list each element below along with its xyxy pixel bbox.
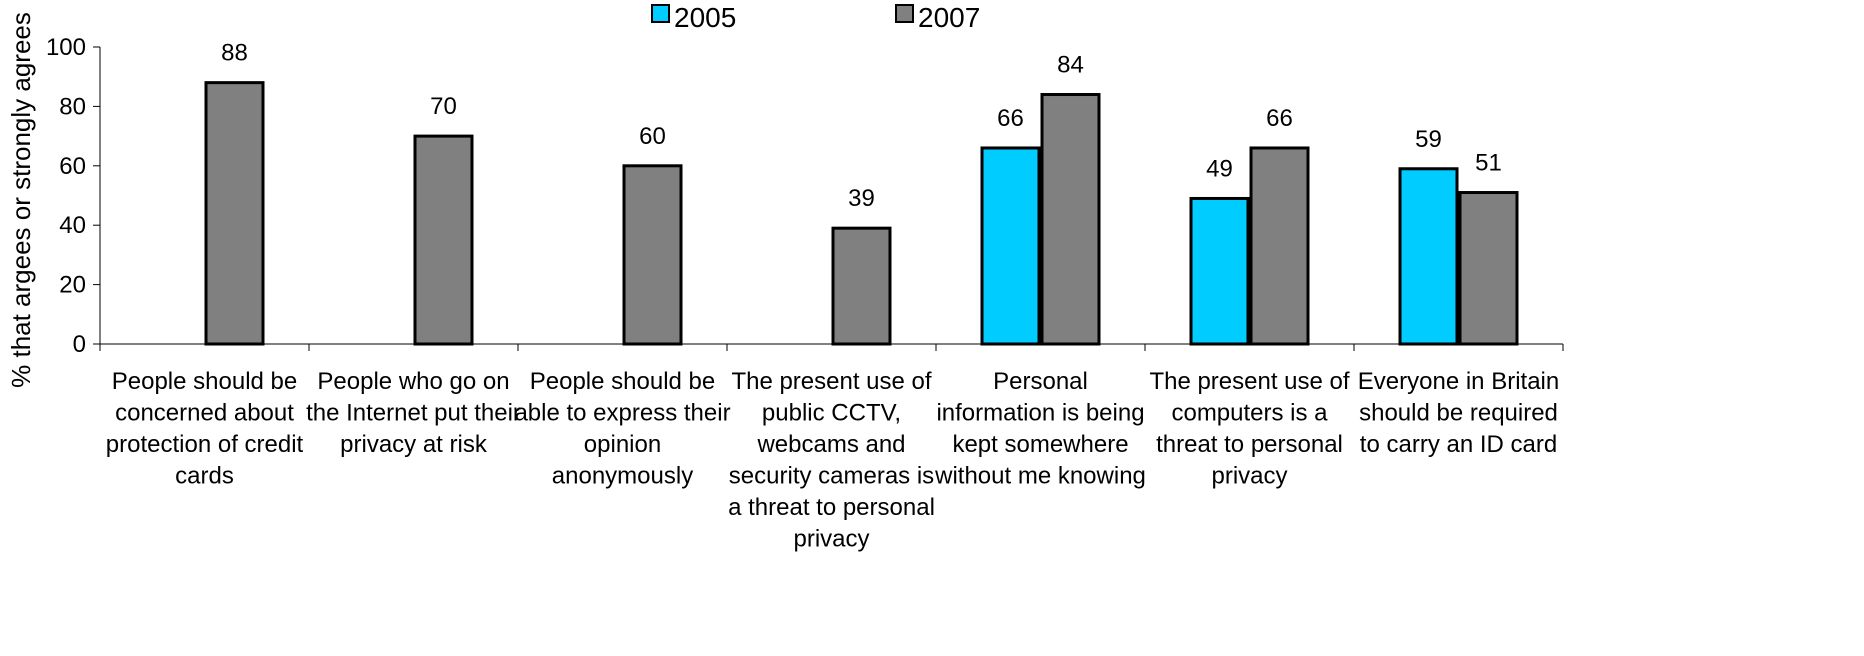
x-tick-label-line: able to express their — [514, 400, 730, 427]
x-tick-label-line: People should be — [112, 368, 297, 395]
x-tick-label-line: the Internet put their — [306, 400, 521, 427]
y-tick-label: 20 — [59, 272, 86, 299]
x-tick-label-line: threat to personal — [1156, 431, 1343, 458]
y-axis-label: % that argees or strongly agrees — [6, 12, 36, 388]
data-label: 84 — [1057, 52, 1084, 79]
x-tick-label-line: The present use of — [1149, 368, 1349, 395]
x-tick-label-line: a threat to personal — [728, 494, 935, 521]
x-tick-label-line: security cameras is — [729, 463, 934, 490]
x-tick-label-line: Personal — [993, 368, 1088, 395]
y-axis: 0 20 40 60 80 100 — [46, 34, 101, 358]
legend-swatch-2005 — [651, 4, 670, 23]
bar-2007-cat-2 — [413, 134, 474, 346]
bar-2005-cat-5 — [980, 146, 1041, 346]
x-tick-label-line: information is being — [936, 400, 1144, 427]
data-label: 51 — [1475, 150, 1502, 177]
legend-label: 2005 — [674, 2, 736, 33]
bar-2007-cat-1 — [204, 81, 265, 346]
x-tick-label-line: privacy — [793, 526, 869, 553]
bar-2007-cat-3 — [622, 164, 683, 346]
x-tick-label-line: People who go on — [317, 368, 509, 395]
x-tick-label: People should be able to express their opi… — [514, 368, 730, 490]
bar-2007-cat-7 — [1458, 191, 1519, 346]
x-tick-label: People should be concerned about protectio… — [106, 368, 304, 490]
x-tick-label-line: concerned about — [115, 400, 294, 427]
x-tick-label: The present use of computers is a threat t… — [1149, 368, 1349, 490]
x-tick-label-line: anonymously — [552, 463, 693, 490]
x-tick-label-line: The present use of — [731, 368, 931, 395]
data-label: 39 — [848, 185, 875, 212]
x-tick-labels: People should be concerned about protectio… — [106, 368, 1559, 553]
y-tick-label: 80 — [59, 93, 86, 120]
x-tick-label-line: Everyone in Britain — [1358, 368, 1559, 395]
data-label: 66 — [997, 105, 1024, 132]
y-tick-label: 60 — [59, 153, 86, 180]
y-tick-label: 100 — [46, 34, 86, 61]
x-tick-label-line: should be required — [1359, 400, 1558, 427]
legend: 2005 2007 — [651, 2, 980, 33]
x-tick-label-line: privacy at risk — [340, 431, 488, 458]
bars — [204, 81, 1519, 346]
y-tick-label: 40 — [59, 212, 86, 239]
x-tick-label-line: webcams and — [756, 431, 905, 458]
x-tick-label: Everyone in Britain should be required to … — [1358, 368, 1559, 458]
legend-swatch-2007 — [895, 4, 914, 23]
x-tick-label-line: kept somewhere — [952, 431, 1128, 458]
x-tick-label-line: cards — [175, 463, 234, 490]
bar-2005-cat-7 — [1398, 167, 1459, 346]
legend-label: 2007 — [918, 2, 980, 33]
y-tick-label: 0 — [73, 331, 86, 358]
data-label: 49 — [1206, 155, 1233, 182]
x-tick-label-line: public CCTV, — [762, 400, 901, 427]
x-tick-label: People who go on the Internet put their pr… — [306, 368, 521, 458]
x-tick-label-line: People should be — [530, 368, 715, 395]
data-labels: 88 70 60 39 66 84 49 66 59 51 — [221, 40, 1502, 213]
bar-2007-cat-4 — [831, 226, 892, 346]
data-label: 60 — [639, 123, 666, 150]
data-label: 88 — [221, 40, 248, 67]
x-tick-label-line: privacy — [1211, 463, 1287, 490]
x-tick-label: Personal information is being kept somewhe… — [934, 368, 1146, 490]
x-tick-label-line: without me knowing — [934, 463, 1146, 490]
bar-2007-cat-6 — [1249, 146, 1310, 346]
bar-2007-cat-5 — [1040, 93, 1101, 346]
x-tick-label-line: to carry an ID card — [1360, 431, 1557, 458]
data-label: 59 — [1415, 126, 1442, 153]
bar-2005-cat-6 — [1189, 196, 1250, 346]
data-label: 66 — [1266, 105, 1293, 132]
x-tick-label-line: protection of credit — [106, 431, 304, 458]
data-label: 70 — [430, 93, 457, 120]
x-tick-label-line: opinion — [584, 431, 661, 458]
x-tick-label-line: computers is a — [1171, 400, 1328, 427]
x-tick-label: The present use of public CCTV, webcams an… — [728, 368, 935, 553]
